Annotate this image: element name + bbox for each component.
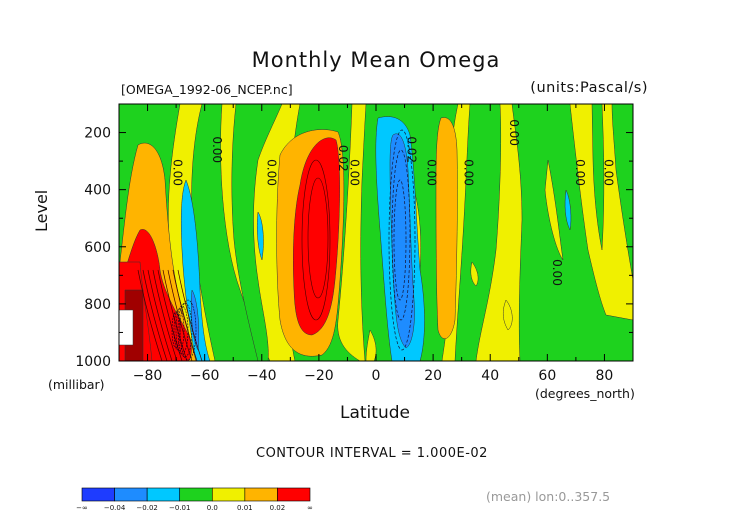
contour-label: 0.00	[601, 159, 615, 186]
cyan-small	[256, 211, 264, 261]
x-tick-label: 0	[372, 368, 381, 384]
units-label: (units:Pascal/s)	[530, 80, 648, 96]
contour-loop-subtropics	[307, 177, 329, 299]
contour-loop-south	[179, 299, 197, 361]
y-tick-label: 1000	[75, 354, 111, 370]
x-axis-unit: (degrees_north)	[535, 386, 635, 401]
cyan-south	[180, 179, 211, 361]
x-tick-label: 60	[538, 368, 556, 384]
contour-interval: CONTOUR INTERVAL = 1.000E-02	[256, 446, 488, 461]
y-tick-label: 800	[84, 297, 111, 313]
contour-line-south	[172, 269, 198, 361]
band-green-north-small	[591, 104, 605, 251]
x-tick-label: −80	[133, 368, 163, 384]
missing-data-patch	[119, 309, 134, 346]
island-yellow-2	[470, 261, 479, 287]
contour-line-south	[177, 269, 203, 361]
legend-swatch	[244, 487, 278, 502]
contour-label: 0.00	[550, 259, 564, 286]
contour-loop-equator	[388, 129, 416, 351]
island-yellow-1	[544, 159, 564, 261]
legend-label: −0.01	[169, 504, 190, 512]
legend-label: −0.04	[104, 504, 126, 512]
contour-label: 0.00	[347, 159, 361, 186]
y-axis-unit: (millibar)	[48, 377, 105, 392]
x-tick-label: 80	[596, 368, 614, 384]
file-name: [OMEGA_1992-06_NCEP.nc]	[121, 82, 293, 97]
band-green-7	[511, 104, 633, 361]
legend-label: 0.0	[207, 504, 218, 512]
chart-title: Monthly Mean Omega	[251, 48, 501, 72]
legend-swatch	[81, 487, 115, 502]
contour-loop-equator	[391, 149, 411, 321]
mean-info: (mean) lon:0..357.5	[486, 489, 611, 504]
y-tick-label: 400	[84, 183, 111, 199]
y-axis-label: Level	[32, 189, 51, 232]
x-tick-label: −40	[247, 368, 277, 384]
contour-fill-group	[119, 104, 633, 361]
contour-label: 0.00	[170, 159, 184, 186]
contour-line-south	[147, 269, 173, 361]
red-subtropics	[293, 137, 340, 336]
contour-line-south	[137, 269, 163, 361]
legend-swatch	[277, 487, 311, 502]
orange-north-eq	[435, 117, 458, 339]
contour-label: 0.00	[462, 159, 476, 186]
band-green-2	[191, 104, 271, 361]
contour-label: 0.00	[210, 136, 224, 163]
legend-swatch	[114, 487, 148, 502]
legend-swatch	[146, 487, 181, 502]
legend-label: 0.02	[270, 504, 286, 512]
x-tick-label: −60	[190, 368, 220, 384]
y-tick-label: 600	[84, 240, 111, 256]
band-green-3	[231, 104, 283, 361]
cyan-north	[564, 189, 572, 231]
legend-swatch	[211, 487, 246, 502]
contour-label: 0.00	[573, 159, 587, 186]
contour-loop-south	[177, 302, 193, 358]
island-yellow-4	[365, 329, 377, 361]
contour-label: 0.02	[336, 145, 350, 172]
x-tick-label: 20	[424, 368, 442, 384]
contour-label: 0.00	[507, 119, 521, 146]
legend-swatch	[179, 487, 213, 502]
x-tick-label: 40	[481, 368, 499, 384]
legend-label: ∞	[307, 504, 313, 512]
contour-line-south	[142, 269, 168, 361]
contour-line-south	[152, 269, 178, 361]
contour-loop-equator	[393, 179, 407, 301]
contour-loop-subtropics	[301, 159, 331, 321]
contour-label: 0.00	[424, 159, 438, 186]
x-tick-label: −20	[304, 368, 334, 384]
contour-label: 0.00	[264, 159, 278, 186]
contour-line-south	[157, 269, 183, 361]
island-yellow-3	[503, 299, 513, 331]
contour-label: 0.02	[404, 136, 418, 163]
blue-south	[191, 289, 199, 351]
legend-label: 0.01	[237, 504, 253, 512]
x-axis-label: Latitude	[340, 403, 410, 423]
y-tick-label: 200	[84, 126, 111, 142]
legend-label: −∞	[76, 504, 88, 512]
band-green-north	[611, 104, 633, 281]
legend-label: −0.02	[136, 504, 157, 512]
